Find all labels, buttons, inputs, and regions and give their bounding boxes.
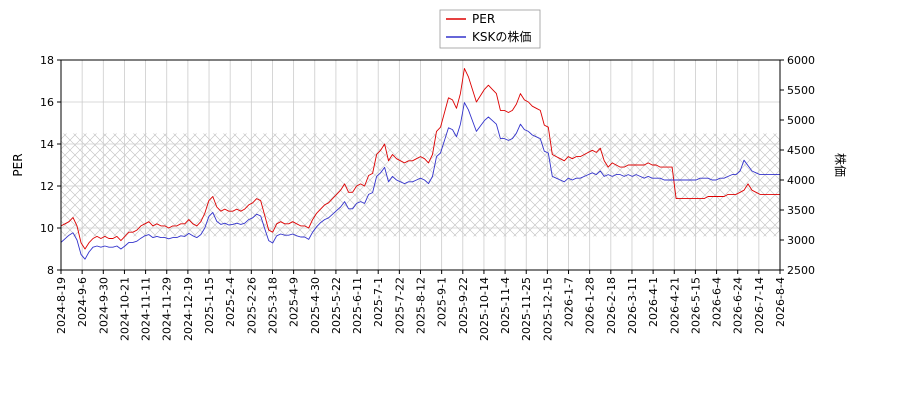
x-tick-label: 2025-4-30 — [309, 277, 322, 334]
x-tick-label: 2025-7-22 — [393, 277, 406, 334]
y-tick-label: 16 — [40, 96, 54, 109]
x-tick-label: 2025-9-1 — [436, 277, 449, 327]
legend-label-per: PER — [472, 12, 495, 26]
x-tick-label: 2025-8-12 — [415, 277, 428, 334]
x-tick-label: 2024-11-29 — [161, 277, 174, 341]
grid — [61, 60, 780, 270]
y-tick-label: 14 — [40, 138, 54, 151]
x-tick-label: 2024-11-11 — [140, 277, 153, 341]
x-tick-label: 2024-12-19 — [182, 277, 195, 341]
x-tick-label: 2026-3-11 — [626, 277, 639, 334]
x-tick-label: 2026-6-24 — [732, 277, 745, 334]
x-tick-label: 2025-2-4 — [224, 277, 237, 327]
x-tick-label: 2026-2-18 — [605, 277, 618, 334]
y-tick-label: 12 — [40, 180, 54, 193]
x-tick-label: 2026-4-1 — [647, 277, 660, 327]
x-axis: 2024-8-19 2024-9-6 2024-9-30 2024-10-21 2024… — [55, 270, 787, 341]
x-tick-label: 2025-5-22 — [330, 277, 343, 334]
x-tick-label: 2025-11-25 — [520, 277, 533, 341]
x-tick-label: 2025-2-26 — [245, 277, 258, 334]
x-tick-label: 2025-12-15 — [541, 277, 554, 341]
x-tick-label: 2026-5-15 — [689, 277, 702, 334]
series-line-price — [61, 102, 780, 260]
y2-tick-label: 5000 — [787, 114, 815, 127]
series-line-per — [61, 67, 780, 250]
legend: PER KSKの株価 — [439, 9, 541, 49]
x-tick-label: 2026-7-14 — [753, 277, 766, 334]
y2-tick-label: 4000 — [787, 174, 815, 187]
x-tick-label: 2025-1-15 — [203, 277, 216, 334]
x-tick-label: 2024-8-19 — [55, 277, 68, 334]
y2-tick-label: 6000 — [787, 54, 815, 67]
x-tick-label: 2026-4-21 — [668, 277, 681, 334]
x-tick-label: 2025-10-14 — [478, 277, 491, 341]
y2-tick-label: 3500 — [787, 204, 815, 217]
y2-axis-label: 株価 — [833, 153, 848, 177]
series-layer — [61, 67, 780, 260]
x-tick-label: 2026-1-7 — [563, 277, 576, 327]
x-tick-label: 2026-6-4 — [711, 277, 724, 327]
x-tick-label: 2026-1-28 — [584, 277, 597, 334]
x-tick-label: 2025-7-1 — [372, 277, 385, 327]
y-tick-label: 18 — [40, 54, 54, 67]
y2-tick-label: 2500 — [787, 264, 815, 277]
y-tick-label: 8 — [47, 264, 54, 277]
x-tick-label: 2025-3-18 — [266, 277, 279, 334]
left-axis: 8 10 12 14 16 18 — [40, 54, 61, 277]
x-tick-label: 2025-6-11 — [351, 277, 364, 334]
y2-tick-label: 4500 — [787, 144, 815, 157]
x-tick-label: 2025-4-9 — [288, 277, 301, 327]
x-tick-label: 2025-9-22 — [457, 277, 470, 334]
y-axis-label: PER — [11, 153, 25, 176]
legend-label-price: KSKの株価 — [472, 29, 531, 44]
y2-tick-label: 5500 — [787, 84, 815, 97]
y-tick-label: 10 — [40, 222, 54, 235]
x-tick-label: 2026-8-4 — [774, 277, 787, 327]
x-tick-label: 2024-10-21 — [118, 277, 131, 341]
right-axis: 2500 3000 3500 4000 4500 5000 5500 6000 — [780, 54, 815, 277]
y2-tick-label: 3000 — [787, 234, 815, 247]
x-tick-label: 2024-9-6 — [76, 277, 89, 327]
x-tick-label: 2024-9-30 — [97, 277, 110, 334]
x-tick-label: 2025-11-4 — [499, 277, 512, 334]
legend-box — [439, 9, 541, 49]
